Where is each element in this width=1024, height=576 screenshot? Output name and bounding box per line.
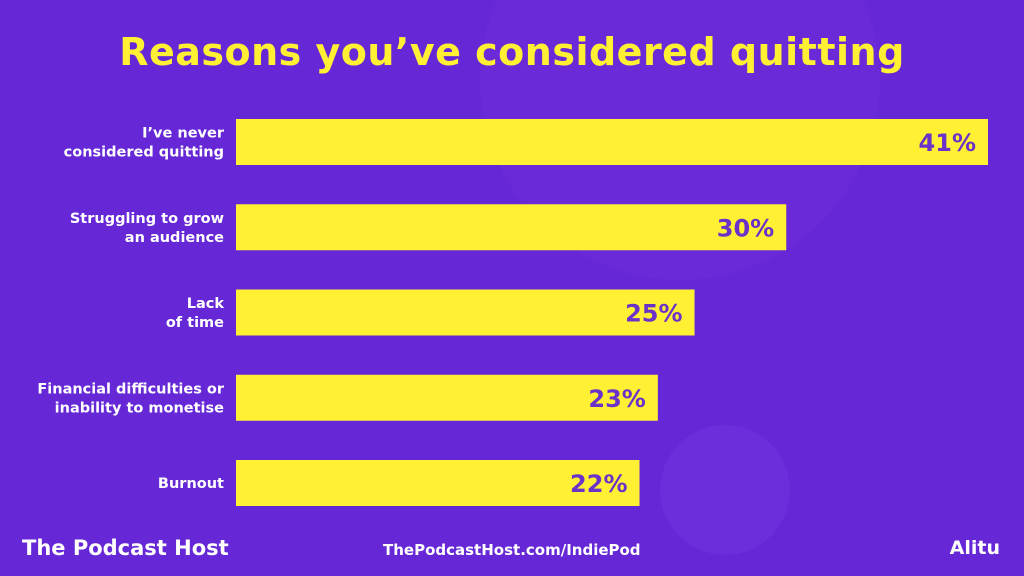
category-label: considered quitting: [64, 145, 224, 161]
bar: [236, 374, 658, 421]
bar: [236, 204, 787, 251]
data-label: 22%: [570, 470, 627, 498]
category-label: Lack: [187, 296, 225, 312]
data-label: 25%: [625, 300, 682, 328]
podcast-host-logo: The Podcast Host: [22, 536, 229, 560]
category-label: I’ve never: [142, 126, 225, 142]
bar: [236, 289, 695, 336]
category-label: Struggling to grow: [70, 211, 224, 227]
category-label: an audience: [125, 230, 224, 246]
category-label: Financial difficulties or: [37, 381, 224, 397]
background-circle: [660, 425, 790, 555]
footer-url[interactable]: ThePodcastHost.com/IndiePod: [383, 541, 641, 559]
chart-title: Reasons you’ve considered quitting: [119, 30, 905, 74]
category-label: of time: [166, 315, 224, 331]
data-label: 23%: [588, 385, 645, 413]
alitu-logo: Alitu: [949, 537, 1000, 559]
category-label: Burnout: [158, 476, 224, 492]
bar: [236, 460, 640, 506]
data-label: 41%: [919, 129, 976, 157]
bar: [236, 119, 988, 165]
category-label: inability to monetise: [55, 400, 225, 416]
data-label: 30%: [717, 214, 774, 242]
